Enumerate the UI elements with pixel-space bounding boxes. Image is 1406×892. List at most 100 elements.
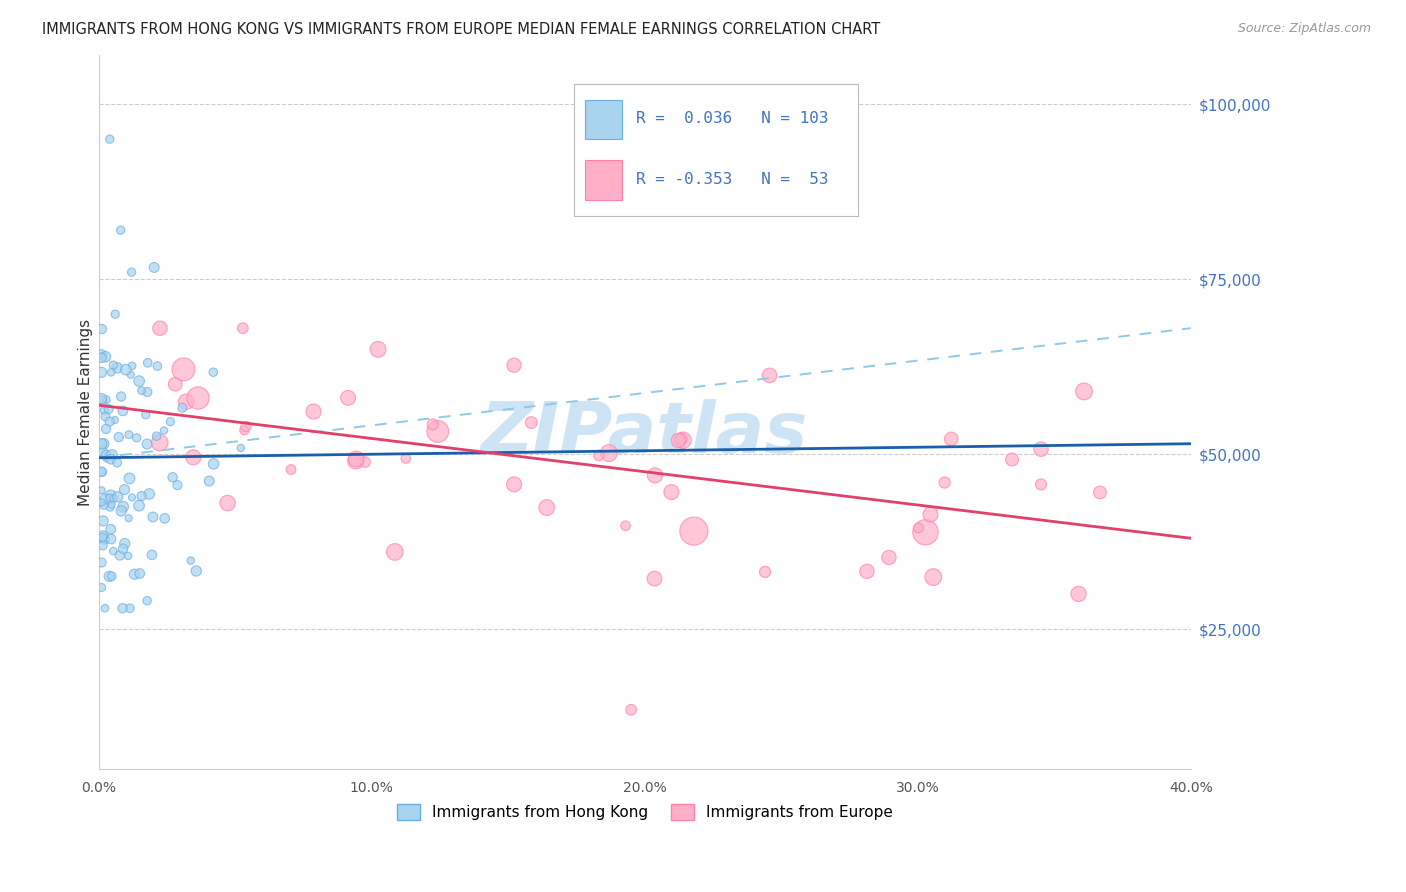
Point	[90, 347, 112, 361]
Point	[367, 343, 389, 357]
Point	[114, 483, 136, 497]
Point	[117, 549, 139, 563]
Point	[503, 358, 526, 372]
Point	[180, 554, 202, 568]
Point	[90, 443, 112, 458]
Point	[669, 432, 692, 446]
Point	[135, 408, 157, 422]
Point	[136, 356, 159, 370]
Point	[174, 394, 197, 409]
Point	[118, 427, 141, 442]
Point	[90, 365, 112, 379]
Point	[302, 404, 325, 418]
Point	[661, 485, 683, 500]
Point	[1073, 384, 1095, 399]
Point	[146, 359, 169, 373]
Point	[914, 525, 936, 540]
Point	[94, 601, 117, 615]
Point	[235, 419, 257, 434]
Point	[922, 570, 945, 584]
Point	[149, 435, 172, 450]
Point	[100, 452, 122, 467]
Point	[91, 529, 114, 543]
Point	[98, 491, 121, 506]
Point	[142, 510, 165, 524]
Point	[588, 448, 610, 462]
Point	[136, 437, 159, 451]
Point	[104, 413, 127, 427]
Point	[90, 351, 112, 365]
Point	[344, 452, 367, 467]
Point	[939, 432, 962, 446]
Point	[118, 471, 141, 485]
Point	[100, 498, 122, 512]
Point	[172, 401, 194, 415]
Point	[426, 425, 449, 439]
Point	[112, 500, 135, 514]
Point	[666, 434, 689, 448]
Point	[232, 321, 254, 335]
Point	[934, 475, 956, 490]
Point	[128, 566, 150, 581]
Point	[97, 402, 120, 417]
Point	[143, 260, 166, 275]
Point	[90, 495, 112, 509]
Point	[94, 409, 117, 424]
Point	[94, 491, 117, 506]
Legend: Immigrants from Hong Kong, Immigrants from Europe: Immigrants from Hong Kong, Immigrants fr…	[391, 797, 898, 826]
Point	[128, 374, 150, 388]
Point	[536, 500, 558, 515]
Point	[186, 564, 208, 578]
Point	[920, 508, 942, 522]
Point	[103, 358, 125, 372]
Point	[93, 532, 115, 546]
Point	[120, 368, 142, 382]
Point	[187, 391, 209, 405]
Point	[395, 451, 418, 466]
Point	[100, 522, 122, 536]
Text: ZIPatlas: ZIPatlas	[481, 399, 808, 468]
Point	[94, 422, 117, 436]
Point	[111, 404, 134, 418]
Point	[121, 491, 143, 505]
Point	[672, 433, 695, 447]
Point	[96, 451, 118, 466]
Point	[111, 601, 134, 615]
Point	[138, 487, 160, 501]
Point	[217, 496, 239, 510]
Point	[98, 500, 121, 514]
Point	[112, 541, 135, 556]
Point	[93, 436, 115, 450]
Point	[141, 548, 163, 562]
Point	[598, 446, 620, 460]
Point	[233, 423, 256, 437]
Point	[181, 450, 204, 465]
Point	[105, 360, 128, 375]
Point	[856, 565, 879, 579]
Point	[136, 384, 159, 399]
Point	[90, 556, 112, 570]
Point	[643, 572, 665, 586]
Point	[384, 545, 406, 559]
Point	[98, 132, 121, 146]
Point	[90, 483, 112, 498]
Point	[98, 569, 121, 583]
Point	[877, 550, 900, 565]
Point	[91, 465, 114, 479]
Point	[110, 223, 132, 237]
Point	[100, 569, 122, 583]
Point	[149, 321, 172, 335]
Point	[98, 415, 121, 429]
Point	[907, 521, 929, 535]
Point	[103, 491, 125, 506]
Point	[110, 504, 132, 518]
Point	[202, 365, 225, 379]
Point	[159, 415, 181, 429]
Point	[90, 581, 112, 595]
Point	[1029, 477, 1052, 491]
Point	[94, 350, 117, 364]
Point	[125, 431, 148, 445]
Point	[93, 499, 115, 513]
Point	[229, 441, 252, 455]
Point	[1088, 485, 1111, 500]
